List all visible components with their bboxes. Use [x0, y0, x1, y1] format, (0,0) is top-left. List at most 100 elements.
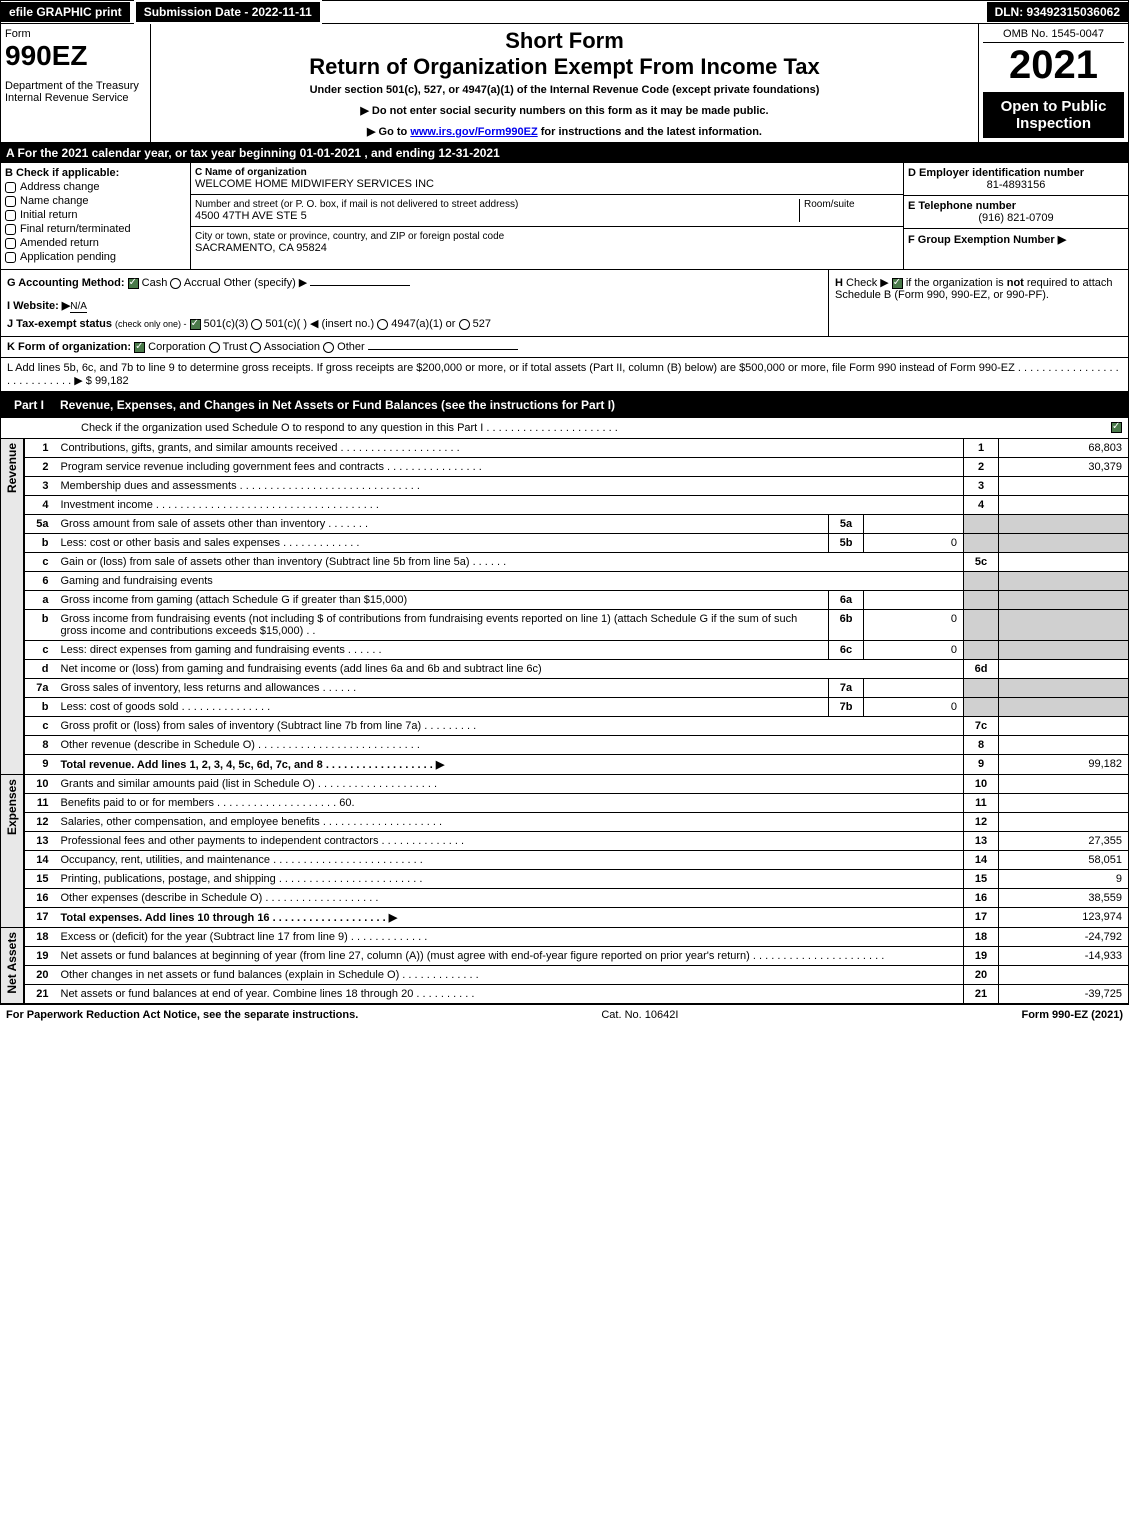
section-i-label: I Website: ▶ — [7, 300, 70, 312]
address-label: Number and street (or P. O. box, if mail… — [195, 199, 799, 210]
line-15: 15Printing, publications, postage, and s… — [25, 870, 1129, 889]
goto-prefix: ▶ Go to — [367, 126, 410, 138]
checkbox-name-change[interactable] — [5, 196, 16, 207]
line-6c: cLess: direct expenses from gaming and f… — [25, 641, 1129, 660]
line-3: 3Membership dues and assessments . . . .… — [25, 477, 1129, 496]
form-reference: Form 990-EZ (2021) — [1021, 1009, 1123, 1021]
label-name-change: Name change — [20, 195, 89, 207]
top-bar: efile GRAPHIC print Submission Date - 20… — [0, 0, 1129, 24]
checkbox-accrual[interactable] — [170, 278, 181, 289]
header-left: Form 990EZ Department of the Treasury In… — [1, 24, 151, 142]
line-4: 4Investment income . . . . . . . . . . .… — [25, 496, 1129, 515]
street-address: 4500 47TH AVE STE 5 — [195, 210, 799, 222]
revenue-vertical-label: Revenue — [0, 439, 24, 775]
label-initial-return: Initial return — [20, 209, 77, 221]
line-7b: bLess: cost of goods sold . . . . . . . … — [25, 698, 1129, 717]
section-b: B Check if applicable: Address change Na… — [1, 163, 191, 269]
label-final-return: Final return/terminated — [20, 223, 131, 235]
section-c: C Name of organization WELCOME HOME MIDW… — [191, 163, 903, 269]
section-l-text: L Add lines 5b, 6c, and 7b to line 9 to … — [7, 362, 1119, 387]
checkbox-527[interactable] — [459, 319, 470, 330]
irs-link[interactable]: www.irs.gov/Form990EZ — [410, 126, 537, 138]
form-number: 990EZ — [5, 40, 146, 72]
city-state-zip: SACRAMENTO, CA 95824 — [195, 242, 899, 254]
section-k: K Form of organization: Corporation Trus… — [0, 337, 1129, 358]
return-title: Return of Organization Exempt From Incom… — [155, 54, 974, 80]
goto-suffix: for instructions and the latest informat… — [538, 126, 762, 138]
department-label: Department of the Treasury Internal Reve… — [5, 80, 146, 104]
section-def: D Employer identification number 81-4893… — [903, 163, 1128, 269]
checkbox-schedule-o[interactable] — [1111, 422, 1122, 433]
form-header: Form 990EZ Department of the Treasury In… — [0, 24, 1129, 143]
section-d-label: D Employer identification number — [908, 167, 1124, 179]
section-j-sub: (check only one) - — [115, 319, 187, 329]
section-g-label: G Accounting Method: — [7, 277, 125, 289]
checkbox-501c3[interactable] — [190, 319, 201, 330]
line-12: 12Salaries, other compensation, and empl… — [25, 813, 1129, 832]
efile-label: efile GRAPHIC print — [1, 2, 130, 22]
cat-number: Cat. No. 10642I — [601, 1009, 678, 1021]
expenses-table: 10Grants and similar amounts paid (list … — [24, 775, 1129, 928]
checkbox-application-pending[interactable] — [5, 252, 16, 263]
label-cash: Cash — [142, 277, 168, 289]
other-specify-input[interactable] — [310, 285, 410, 286]
part-1-label: Part I — [6, 396, 52, 414]
line-14: 14Occupancy, rent, utilities, and mainte… — [25, 851, 1129, 870]
checkbox-trust[interactable] — [209, 342, 220, 353]
line-8: 8Other revenue (describe in Schedule O) … — [25, 736, 1129, 755]
line-5a: 5aGross amount from sale of assets other… — [25, 515, 1129, 534]
line-6a: aGross income from gaming (attach Schedu… — [25, 591, 1129, 610]
line-1: 1Contributions, gifts, grants, and simil… — [25, 439, 1129, 458]
checkbox-corporation[interactable] — [134, 342, 145, 353]
row-gh: G Accounting Method: Cash Accrual Other … — [0, 270, 1129, 337]
label-trust: Trust — [223, 341, 248, 353]
line-6b: bGross income from fundraising events (n… — [25, 610, 1129, 641]
checkbox-association[interactable] — [250, 342, 261, 353]
part-1-check-text: Check if the organization used Schedule … — [81, 422, 618, 434]
checkbox-amended-return[interactable] — [5, 238, 16, 249]
submission-date: Submission Date - 2022-11-11 — [134, 0, 322, 24]
label-other: Other (specify) ▶ — [224, 277, 308, 289]
net-assets-section: Net Assets 18Excess or (deficit) for the… — [0, 928, 1129, 1004]
line-16: 16Other expenses (describe in Schedule O… — [25, 889, 1129, 908]
checkbox-final-return[interactable] — [5, 224, 16, 235]
line-7c: cGross profit or (loss) from sales of in… — [25, 717, 1129, 736]
instruction-ssn: ▶ Do not enter social security numbers o… — [155, 104, 974, 117]
checkbox-501c[interactable] — [251, 319, 262, 330]
dln-number: DLN: 93492315036062 — [987, 2, 1128, 22]
revenue-section: Revenue 1Contributions, gifts, grants, a… — [0, 439, 1129, 775]
label-accrual: Accrual — [184, 277, 221, 289]
label-amended-return: Amended return — [20, 237, 99, 249]
phone-value: (916) 821-0709 — [908, 212, 1124, 224]
checkbox-cash[interactable] — [128, 278, 139, 289]
line-17: 17Total expenses. Add lines 10 through 1… — [25, 908, 1129, 928]
header-right: OMB No. 1545-0047 2021 Open to Public In… — [978, 24, 1128, 142]
instruction-goto: ▶ Go to www.irs.gov/Form990EZ for instru… — [155, 125, 974, 138]
footer: For Paperwork Reduction Act Notice, see … — [0, 1004, 1129, 1025]
checkbox-4947[interactable] — [377, 319, 388, 330]
line-9: 9Total revenue. Add lines 1, 2, 3, 4, 5c… — [25, 755, 1129, 775]
line-7a: 7aGross sales of inventory, less returns… — [25, 679, 1129, 698]
line-5b: bLess: cost or other basis and sales exp… — [25, 534, 1129, 553]
line-6: 6Gaming and fundraising events — [25, 572, 1129, 591]
omb-number: OMB No. 1545-0047 — [983, 28, 1124, 43]
label-association: Association — [264, 341, 320, 353]
section-k-label: K Form of organization: — [7, 341, 131, 353]
label-4947: 4947(a)(1) or — [391, 318, 455, 330]
section-j-label: J Tax-exempt status — [7, 318, 112, 330]
section-b-title: B Check if applicable: — [5, 167, 186, 179]
org-name: WELCOME HOME MIDWIFERY SERVICES INC — [195, 178, 899, 190]
room-label: Room/suite — [804, 199, 899, 210]
checkbox-address-change[interactable] — [5, 182, 16, 193]
return-subtitle: Under section 501(c), 527, or 4947(a)(1)… — [155, 84, 974, 96]
label-application-pending: Application pending — [20, 251, 116, 263]
form-label: Form — [5, 28, 146, 40]
section-l: L Add lines 5b, 6c, and 7b to line 9 to … — [0, 358, 1129, 392]
checkbox-schedule-b[interactable] — [892, 278, 903, 289]
line-6d: dNet income or (loss) from gaming and fu… — [25, 660, 1129, 679]
checkbox-initial-return[interactable] — [5, 210, 16, 221]
other-org-input[interactable] — [368, 349, 518, 350]
label-527: 527 — [473, 318, 491, 330]
part-1-title: Revenue, Expenses, and Changes in Net As… — [60, 398, 615, 412]
checkbox-other-org[interactable] — [323, 342, 334, 353]
